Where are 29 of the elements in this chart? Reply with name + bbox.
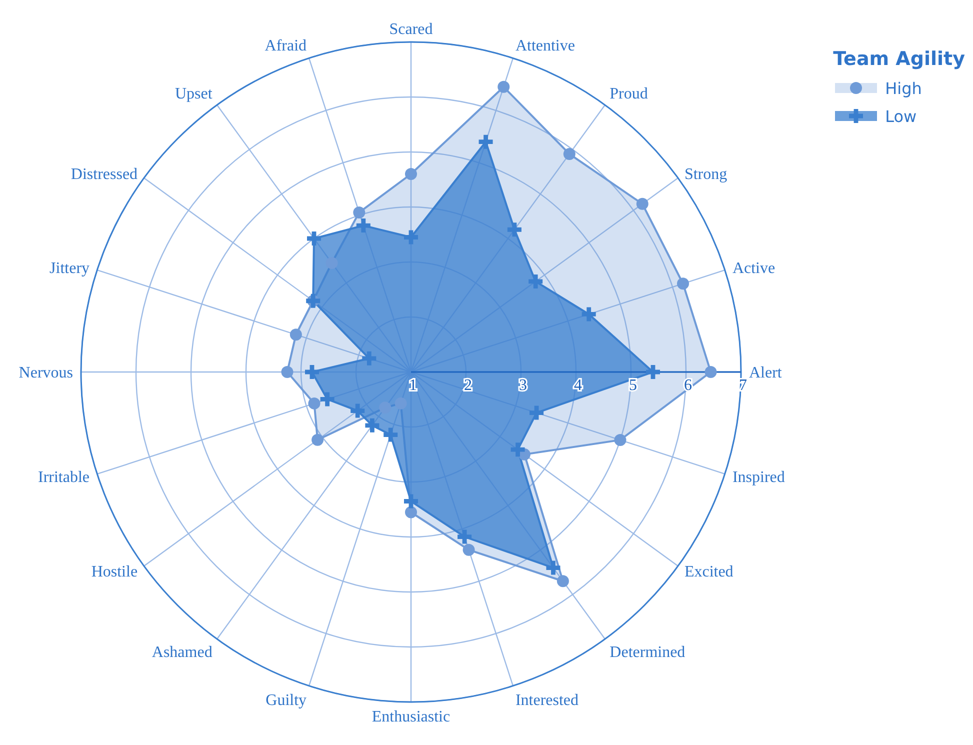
spoke-label: Strong <box>684 166 728 184</box>
y-tick-label: 5 <box>629 377 637 394</box>
y-tick-label: 3 <box>519 377 527 394</box>
spoke-label: Alert <box>749 364 782 382</box>
spoke-label: Excited <box>684 563 734 580</box>
spoke-label: Jittery <box>50 260 90 278</box>
spoke-label: Irritable <box>38 469 90 486</box>
legend-label: Low <box>885 106 917 126</box>
spoke-label: Proud <box>610 86 648 103</box>
spoke-label: Guilty <box>266 692 307 709</box>
legend-title: Team Agility <box>833 48 965 70</box>
y-tick-label: 4 <box>574 377 582 394</box>
spoke-label: Afraid <box>264 38 307 55</box>
spoke-label: Enthusiastic <box>372 708 450 726</box>
spoke-label: Active <box>732 260 776 278</box>
spoke-label: Scared <box>389 21 433 38</box>
spoke-label: Determined <box>610 644 686 661</box>
spoke-label: Distressed <box>70 166 138 184</box>
spoke-label: Interested <box>515 692 579 709</box>
spoke-label: Inspired <box>732 469 785 486</box>
spoke-label: Hostile <box>91 563 138 580</box>
legend-label: High <box>885 78 922 98</box>
y-tick-label: 6 <box>684 377 692 394</box>
y-tick-label: 2 <box>464 377 472 394</box>
y-tick-label: 1 <box>409 377 417 394</box>
spoke-label: Attentive <box>515 38 575 55</box>
spoke-label: Upset <box>175 86 213 103</box>
spoke-label: Nervous <box>18 364 73 382</box>
spoke-label: Ashamed <box>152 644 212 661</box>
